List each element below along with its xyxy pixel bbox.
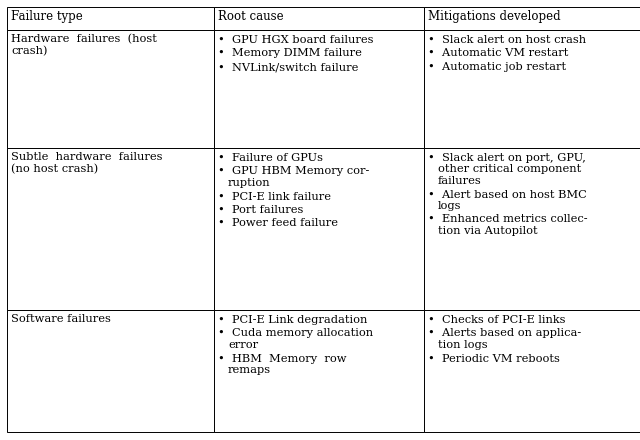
- Bar: [424, 310, 640, 432]
- Text: remaps: remaps: [228, 365, 271, 375]
- Text: logs: logs: [438, 201, 461, 211]
- Text: ruption: ruption: [228, 178, 271, 188]
- Bar: [424, 148, 640, 310]
- Text: error: error: [228, 340, 258, 350]
- Text: •  Alert based on host BMC: • Alert based on host BMC: [428, 190, 587, 199]
- Text: Software failures: Software failures: [11, 314, 111, 324]
- Text: •  Automatic VM restart: • Automatic VM restart: [428, 48, 568, 59]
- Text: •  PCI-E link failure: • PCI-E link failure: [218, 191, 331, 202]
- Text: •  NVLink/switch failure: • NVLink/switch failure: [218, 62, 358, 72]
- Text: •  Checks of PCI-E links: • Checks of PCI-E links: [428, 315, 566, 325]
- Text: •  Automatic job restart: • Automatic job restart: [428, 62, 566, 72]
- Bar: [424, 30, 640, 148]
- Bar: [214, 148, 424, 310]
- Text: •  Port failures: • Port failures: [218, 205, 303, 215]
- Text: Hardware  failures  (host
crash): Hardware failures (host crash): [11, 34, 157, 56]
- Text: •  HBM  Memory  row: • HBM Memory row: [218, 353, 346, 363]
- Text: •  Slack alert on port, GPU,: • Slack alert on port, GPU,: [428, 153, 586, 163]
- Text: tion via Autopilot: tion via Autopilot: [438, 226, 538, 236]
- Text: Root cause: Root cause: [218, 10, 284, 23]
- Text: •  Alerts based on applica-: • Alerts based on applica-: [428, 329, 581, 338]
- Text: •  Failure of GPUs: • Failure of GPUs: [218, 153, 323, 163]
- Text: •  GPU HBM Memory cor-: • GPU HBM Memory cor-: [218, 166, 369, 176]
- Text: •  Enhanced metrics collec-: • Enhanced metrics collec-: [428, 214, 588, 224]
- Text: •  Memory DIMM failure: • Memory DIMM failure: [218, 48, 362, 59]
- Text: •  PCI-E Link degradation: • PCI-E Link degradation: [218, 315, 367, 325]
- Bar: [7, 310, 214, 432]
- Bar: [214, 310, 424, 432]
- Text: Failure type: Failure type: [11, 10, 83, 23]
- Text: tion logs: tion logs: [438, 340, 488, 350]
- Text: •  Periodic VM reboots: • Periodic VM reboots: [428, 353, 560, 363]
- Text: other critical component: other critical component: [438, 165, 581, 175]
- Text: failures: failures: [438, 176, 482, 186]
- Bar: [214, 30, 424, 148]
- Text: •  Cuda memory allocation: • Cuda memory allocation: [218, 329, 373, 338]
- Bar: [7, 7, 214, 30]
- Text: •  Slack alert on host crash: • Slack alert on host crash: [428, 35, 586, 45]
- Bar: [7, 148, 214, 310]
- Bar: [424, 7, 640, 30]
- Bar: [7, 30, 214, 148]
- Text: •  GPU HGX board failures: • GPU HGX board failures: [218, 35, 374, 45]
- Text: •  Power feed failure: • Power feed failure: [218, 219, 338, 228]
- Text: Mitigations developed: Mitigations developed: [428, 10, 561, 23]
- Text: Subtle  hardware  failures
(no host crash): Subtle hardware failures (no host crash): [11, 152, 163, 174]
- Bar: [214, 7, 424, 30]
